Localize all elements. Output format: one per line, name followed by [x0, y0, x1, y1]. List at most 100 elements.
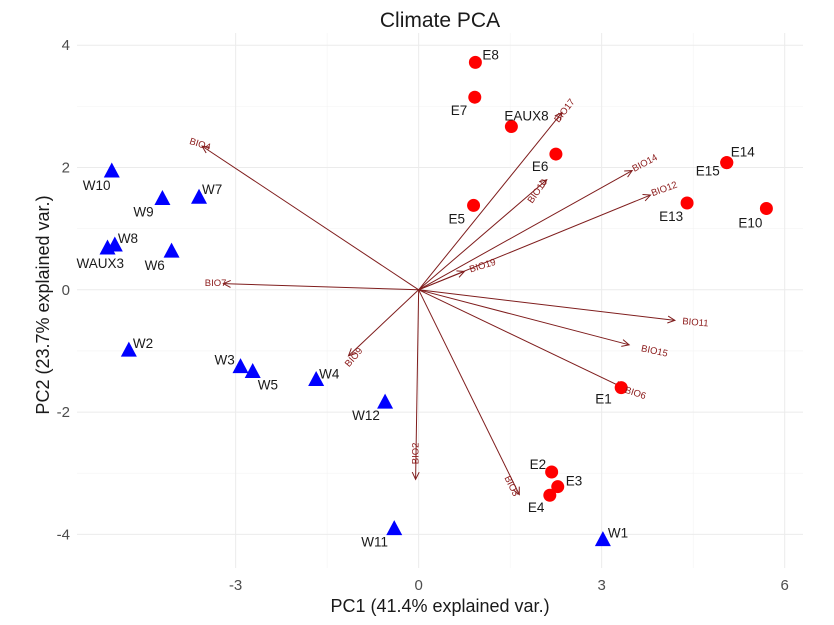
point-e7 [468, 90, 482, 104]
point-label-w4: W4 [319, 366, 340, 381]
loading-arrow-bio17 [418, 112, 563, 291]
point-label-e6: E6 [532, 159, 549, 174]
point-w5 [244, 363, 261, 379]
y-tick-label: 0 [62, 282, 70, 299]
arrowhead [456, 270, 466, 278]
point-e5 [467, 198, 481, 212]
point-label-w10: W10 [83, 178, 111, 193]
x-tick-label: 3 [598, 577, 606, 594]
arrowhead [554, 111, 563, 121]
point-e15 [720, 156, 734, 170]
loading-arrow-bio11 [418, 289, 675, 321]
loading-arrow-bio7 [223, 283, 419, 291]
point-label-w1: W1 [608, 525, 628, 540]
x-tick-label: 0 [414, 577, 422, 594]
point-label-e7: E7 [451, 103, 468, 118]
arrowhead [201, 145, 211, 154]
arrowhead [411, 471, 420, 481]
point-w12 [377, 393, 394, 409]
arrowhead [512, 486, 520, 496]
point-w7 [191, 188, 208, 204]
point-label-w2: W2 [133, 336, 153, 351]
point-label-e3: E3 [566, 474, 583, 489]
point-label-w5: W5 [258, 377, 278, 392]
arrowhead [667, 315, 677, 324]
loading-label-bio6: BIO6 [623, 385, 647, 402]
point-label-e1: E1 [595, 392, 612, 407]
grid [77, 33, 803, 568]
y-tick-label: 2 [62, 160, 70, 177]
point-label-e14: E14 [731, 145, 756, 160]
point-label-e4: E4 [528, 500, 545, 515]
loading-label-bio15: BIO15 [640, 343, 669, 359]
point-label-e2: E2 [530, 457, 547, 472]
loading-label-bio10: BIO10 [526, 177, 550, 205]
point-e4 [543, 488, 557, 502]
loading-arrow-bio2 [415, 289, 420, 480]
point-label-e15: E15 [696, 164, 720, 179]
point-label-w6: W6 [145, 258, 165, 273]
loading-arrow-bio4 [201, 145, 419, 291]
point-w11 [386, 520, 403, 536]
loading-label-bio12: BIO12 [650, 180, 679, 200]
point-label-w8: W8 [118, 231, 138, 246]
point-e8 [468, 55, 482, 69]
point-w3 [232, 358, 249, 374]
point-e2 [545, 465, 559, 479]
point-w9 [154, 190, 171, 206]
loading-label-bio4: BIO4 [188, 136, 212, 153]
point-label-e13: E13 [659, 209, 683, 224]
point-e13 [680, 196, 694, 210]
x-tick-label: 6 [781, 577, 789, 594]
point-label-e10: E10 [738, 215, 762, 230]
y-axis-title: PC2 (23.7% explained var.) [33, 195, 53, 414]
loading-arrow-bio6 [418, 289, 624, 389]
data-points [99, 55, 773, 547]
x-tick-label: -3 [229, 577, 242, 594]
loading-arrow-bio15 [418, 289, 630, 346]
loading-label-bio3: BIO3 [502, 474, 521, 498]
arrowhead [538, 178, 548, 188]
point-label-waux3: WAUX3 [77, 256, 125, 271]
point-w1 [594, 531, 611, 547]
arrowhead [624, 170, 634, 178]
point-eaux8 [504, 120, 518, 134]
loading-label-bio11: BIO11 [682, 316, 709, 329]
loading-label-bio2: BIO2 [410, 443, 421, 465]
loading-arrow-bio10 [418, 179, 548, 291]
point-label-e5: E5 [449, 211, 466, 226]
point-e3 [551, 480, 565, 494]
point-w10 [103, 162, 120, 178]
y-tick-label: -4 [57, 526, 70, 543]
loading-arrow-bio14 [418, 170, 633, 291]
loading-label-bio17: BIO17 [552, 97, 577, 125]
point-waux3 [99, 239, 116, 255]
loading-label-bio7: BIO7 [205, 278, 227, 289]
point-label-w12: W12 [352, 408, 380, 423]
point-label-eaux8: EAUX8 [504, 109, 548, 124]
loading-arrow-bio3 [418, 289, 520, 495]
point-w4 [308, 370, 325, 386]
chart-title: Climate PCA [380, 9, 500, 32]
point-e10 [759, 201, 773, 215]
loading-label-bio14: BIO14 [631, 152, 660, 174]
point-label-w9: W9 [133, 204, 153, 219]
x-axis-title: PC1 (41.4% explained var.) [330, 596, 549, 616]
point-e1 [614, 381, 628, 395]
loading-arrow-bio9 [348, 289, 419, 357]
arrowhead [621, 339, 631, 347]
point-label-w7: W7 [202, 182, 222, 197]
loading-arrows [201, 111, 677, 496]
loading-arrow-bio19 [418, 270, 465, 291]
point-e6 [549, 147, 563, 161]
arrowhead [222, 279, 231, 288]
point-label-w3: W3 [215, 352, 235, 367]
point-label-e8: E8 [482, 47, 499, 62]
point-w6 [163, 242, 180, 258]
point-labels: BIO2 BIO3 BIO4 BIO6 BIO7 BIO9 BIO10 BIO11 BIO12 B… [77, 47, 763, 549]
loading-label-bio9: BIO9 [343, 346, 365, 370]
arrowhead [642, 194, 652, 202]
y-tick-label: -2 [57, 404, 70, 421]
point-w2 [120, 341, 137, 357]
